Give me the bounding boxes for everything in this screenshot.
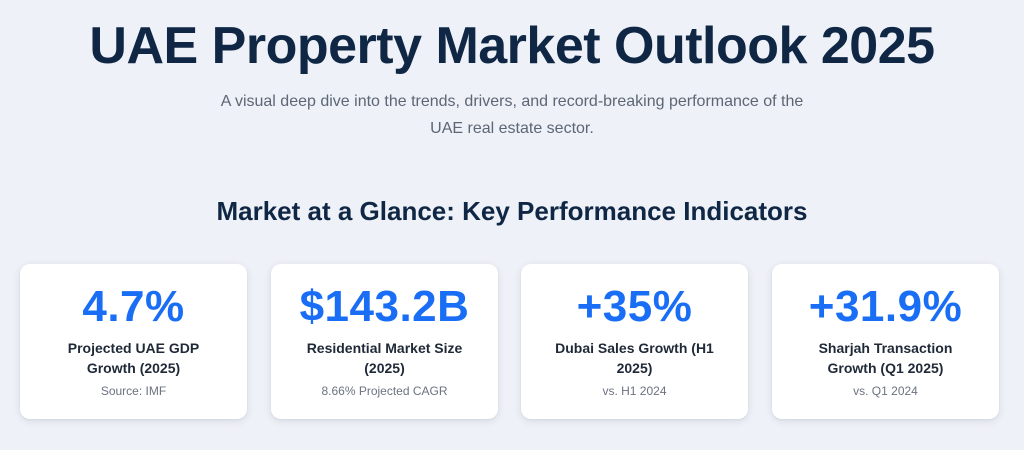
page-title: UAE Property Market Outlook 2025 [89, 17, 935, 75]
kpi-note: Source: IMF [100, 384, 167, 398]
kpi-card-gdp-growth: 4.7% Projected UAE GDP Growth (2025) Sou… [20, 264, 247, 419]
kpi-value: 4.7% [82, 282, 185, 331]
kpi-note: vs. Q1 2024 [853, 384, 918, 398]
kpi-label: Dubai Sales Growth (H1 2025) [555, 340, 714, 376]
kpi-value: $143.2B [299, 282, 470, 331]
kpi-value: +35% [576, 282, 693, 331]
kpi-grid: 4.7% Projected UAE GDP Growth (2025) Sou… [20, 264, 1000, 419]
page-subtitle: A visual deep dive into the trends, driv… [220, 93, 804, 137]
kpi-label: Projected UAE GDP Growth (2025) [67, 340, 200, 376]
kpi-label: Sharjah Transaction Growth (Q1 2025) [818, 340, 953, 376]
kpi-value: +31.9% [808, 282, 963, 331]
kpi-card-dubai-sales: +35% Dubai Sales Growth (H1 2025) vs. H1… [521, 264, 748, 419]
kpi-section-title: Market at a Glance: Key Performance Indi… [216, 196, 808, 226]
kpi-label: Residential Market Size (2025) [306, 340, 463, 376]
kpi-card-market-size: $143.2B Residential Market Size (2025) 8… [271, 264, 498, 419]
kpi-note: 8.66% Projected CAGR [321, 384, 448, 398]
kpi-note: vs. H1 2024 [602, 384, 667, 398]
kpi-card-sharjah-transactions: +31.9% Sharjah Transaction Growth (Q1 20… [772, 264, 999, 419]
